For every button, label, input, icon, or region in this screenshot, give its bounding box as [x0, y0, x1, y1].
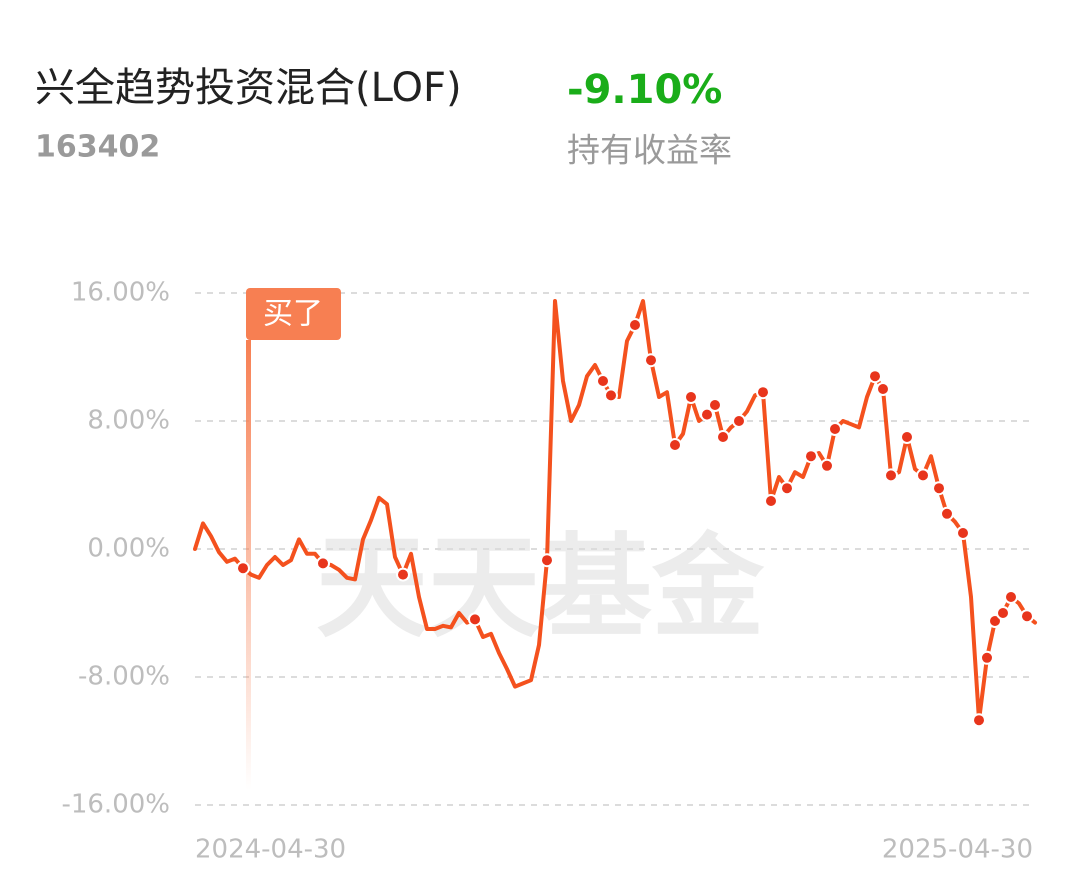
grid: -16.00% -8.00% 0.00% 8.00% 16.00% 2024-04-30 2…: [61, 278, 1033, 865]
return-label: 持有收益率: [567, 131, 732, 170]
event-dot: [604, 388, 618, 403]
line: [193, 299, 1037, 723]
event-dot: [684, 390, 698, 404]
event-dot: [940, 506, 954, 521]
event-dot: [316, 556, 330, 571]
event-dot: [668, 438, 682, 452]
event-dot: [468, 612, 482, 627]
event-dot: [900, 430, 914, 444]
event-dot: [1004, 590, 1018, 604]
plot: [193, 299, 1037, 728]
event-dot: [804, 449, 818, 464]
return-value: -9.10%: [567, 67, 722, 113]
event-dot: [868, 369, 882, 384]
x-tick-label: 2025-04-30: [882, 835, 1033, 865]
event-dot: [644, 353, 658, 368]
event-dot: [956, 526, 970, 540]
event-dot: [628, 318, 642, 332]
event-dot: [540, 553, 554, 568]
event-dot: [972, 713, 986, 728]
chart-title: 兴全趋势投资混合(LOF): [35, 65, 462, 111]
event-dot: [396, 567, 410, 582]
y-tick-label: 8.00%: [87, 406, 170, 436]
y-tick-label: 16.00%: [71, 278, 170, 308]
event-dot: [932, 481, 946, 496]
event-dot: [884, 468, 898, 483]
event-dot: [876, 382, 890, 396]
event-dot: [988, 614, 1002, 628]
event-dot: [980, 650, 994, 665]
event-dot: [596, 374, 610, 388]
event-dot: [780, 481, 794, 496]
event-dot: [764, 494, 778, 508]
event-dot: [916, 468, 930, 483]
event-dot: [828, 422, 842, 436]
event-dot: [756, 385, 770, 400]
event-dot: [716, 430, 730, 444]
event-dot: [1020, 609, 1034, 624]
event-dot: [700, 407, 714, 422]
event-dot: [708, 398, 722, 412]
y-tick-label: -8.00%: [78, 662, 170, 692]
y-tick-label: -16.00%: [61, 790, 170, 820]
x-tick-label: 2024-04-30: [195, 835, 346, 865]
event-dot: [732, 414, 746, 428]
event-dot: [820, 458, 834, 473]
event-dot: [236, 561, 250, 576]
buy-badge: [246, 288, 341, 340]
buy-label: 买了: [263, 297, 323, 332]
fund-code: 163402: [35, 130, 160, 165]
y-tick-label: 0.00%: [87, 534, 170, 564]
event-dot: [996, 606, 1010, 620]
